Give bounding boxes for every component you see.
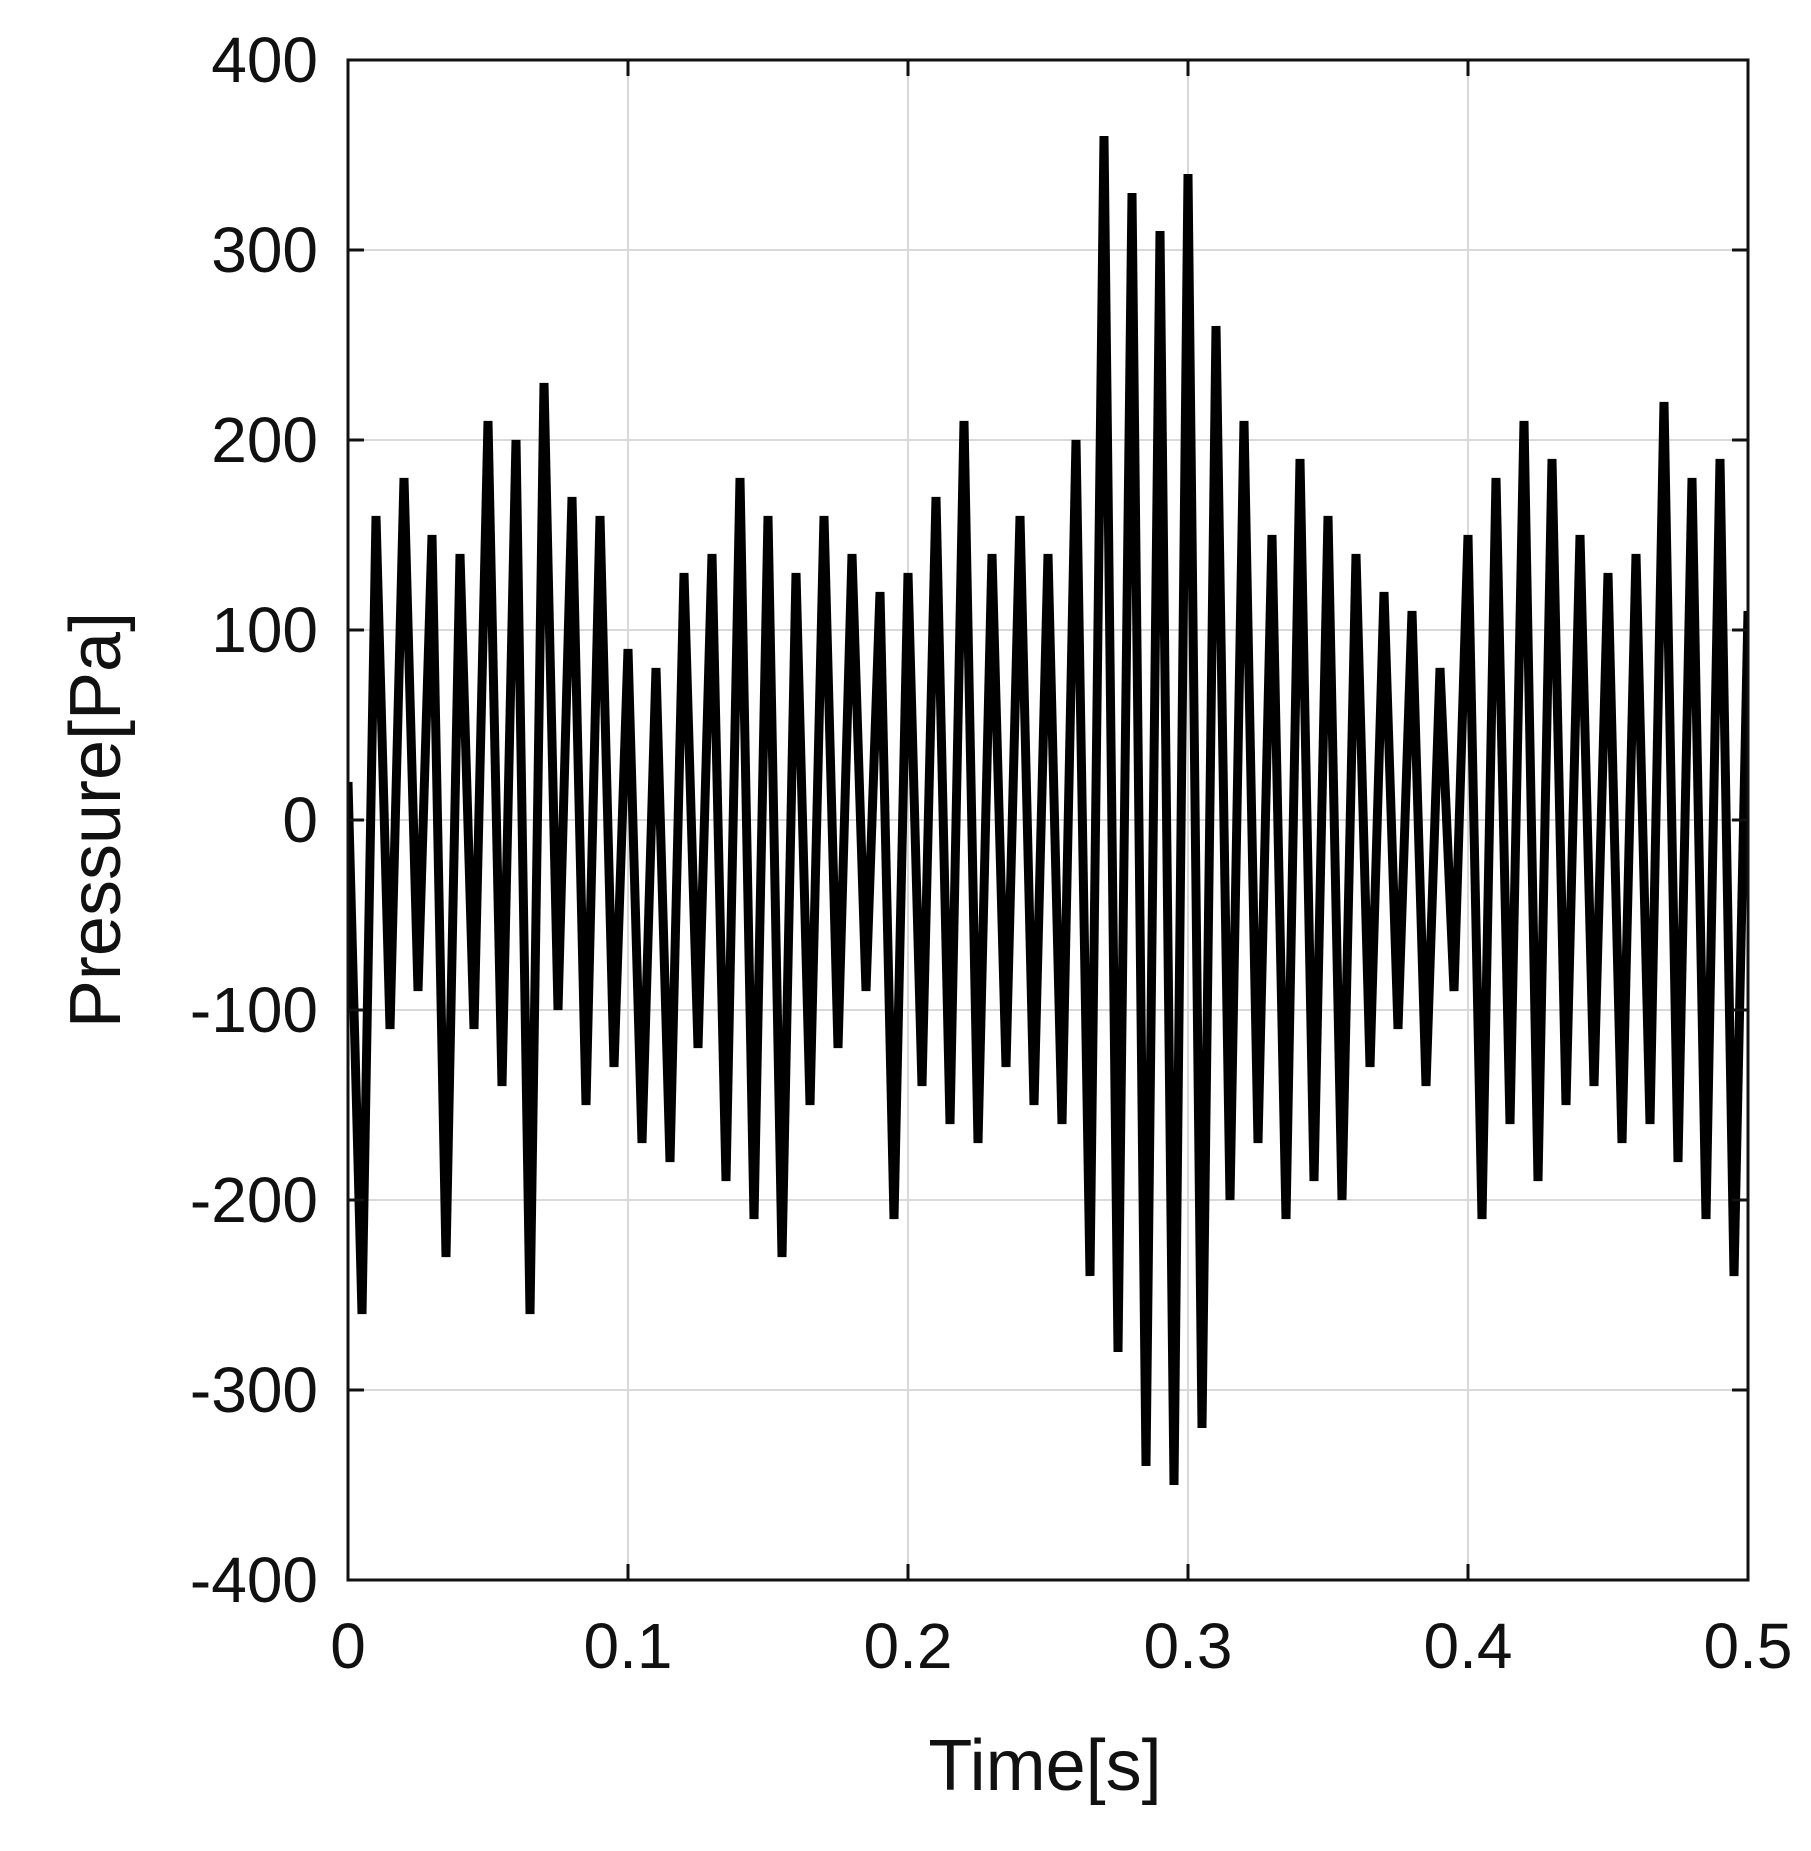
x-tick-label: 0 [330, 1610, 366, 1682]
pressure-series-line [348, 135, 1748, 1486]
x-axis-label: Time[s] [928, 1726, 1161, 1806]
y-tick-label: 0 [282, 784, 318, 856]
y-tick-label: 200 [211, 404, 318, 476]
y-axis-label: Pressure[Pa] [56, 612, 136, 1028]
plot-area [348, 135, 1748, 1486]
x-tick-label: 0.2 [864, 1610, 953, 1682]
axes-frame [346, 58, 1750, 1582]
y-tick-label: 300 [211, 214, 318, 286]
x-tick-label: 0.3 [1144, 1610, 1233, 1682]
y-tick-label: -300 [190, 1354, 318, 1426]
x-tick-label: 0.1 [584, 1610, 673, 1682]
y-tick-label: -200 [190, 1164, 318, 1236]
tick-labels: 0 0.1 0.2 0.3 0.4 0.5 400 300 200 100 0 -100 -200 -30… [190, 24, 1793, 1682]
y-tick-label: 400 [211, 24, 318, 96]
y-tick-label: -100 [190, 974, 318, 1046]
x-tick-label: 0.5 [1704, 1610, 1793, 1682]
y-tick-label: 100 [211, 594, 318, 666]
x-tick-label: 0.4 [1424, 1610, 1513, 1682]
y-tick-label: -400 [190, 1544, 318, 1616]
